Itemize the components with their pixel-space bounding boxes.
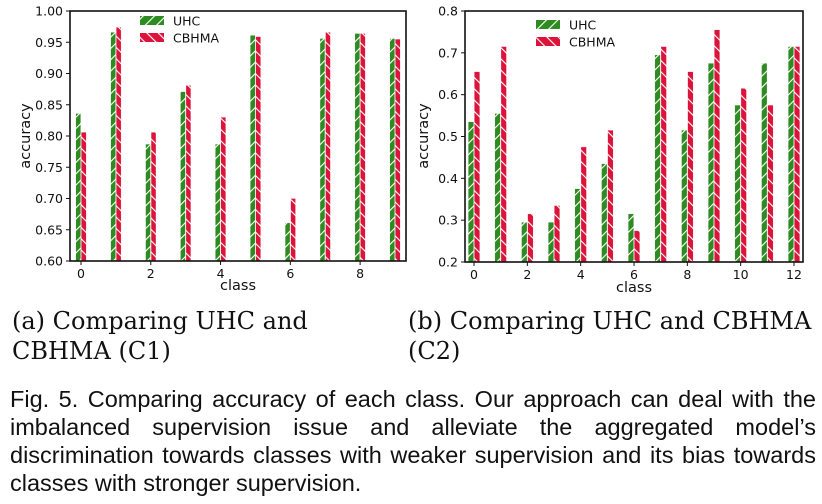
bar-uhc-class-0 xyxy=(468,121,474,263)
bar-uhc-class-7 xyxy=(654,54,661,263)
y-tick-label: 0.80 xyxy=(35,129,63,144)
y-tick-label: 0.3 xyxy=(438,213,458,228)
bar-uhc-class-10 xyxy=(734,104,741,263)
x-tick-label: 8 xyxy=(356,266,364,281)
bar-uhc-class-1 xyxy=(494,113,501,263)
x-axis-label: class xyxy=(220,278,256,294)
plot-frame xyxy=(464,10,804,263)
x-axis-label: class xyxy=(616,280,652,296)
y-tick-label: 0.75 xyxy=(35,160,63,175)
y-tick-label: 1.00 xyxy=(35,4,63,19)
bar-uhc-class-9 xyxy=(708,63,714,263)
bar-cbhma-class-11 xyxy=(767,104,774,263)
y-tick-label: 0.4 xyxy=(438,171,458,186)
x-tick-label: 6 xyxy=(286,266,294,281)
y-tick-label: 0.2 xyxy=(438,255,458,270)
bar-cbhma-class-12 xyxy=(794,46,800,263)
bar-cbhma-class-5 xyxy=(607,130,614,263)
y-axis-label: accuracy xyxy=(18,103,34,169)
bar-cbhma-class-2 xyxy=(527,213,534,263)
bar-uhc-class-4 xyxy=(574,188,581,263)
bar-cbhma-class-8 xyxy=(360,33,366,262)
subcaption-b: (b) Comparing UHC and CBHMA (C2) xyxy=(408,307,812,365)
y-tick-label: 0.90 xyxy=(35,66,63,81)
x-tick-label: 12 xyxy=(786,267,802,282)
bar-cbhma-class-8 xyxy=(687,71,694,263)
bar-uhc-class-0 xyxy=(75,113,81,262)
bar-cbhma-class-5 xyxy=(255,36,261,262)
legend-label-cbhma: CBHMA xyxy=(569,35,615,50)
bar-cbhma-class-4 xyxy=(220,117,226,262)
bar-uhc-class-3 xyxy=(548,222,554,263)
legend-label-uhc: UHC xyxy=(569,18,597,33)
bar-cbhma-class-4 xyxy=(580,146,587,263)
x-tick-label: 4 xyxy=(217,266,225,281)
y-tick-label: 0.65 xyxy=(35,222,63,237)
bar-uhc-class-2 xyxy=(521,222,528,263)
x-tick-label: 0 xyxy=(470,267,478,282)
subcaption-a: (a) Comparing UHC and CBHMA (C1) xyxy=(12,307,308,365)
bar-uhc-class-2 xyxy=(145,143,151,262)
bar-cbhma-class-0 xyxy=(81,132,87,262)
legend-swatch-uhc xyxy=(536,20,560,29)
y-tick-label: 0.60 xyxy=(35,254,63,269)
bar-cbhma-class-0 xyxy=(474,71,480,263)
x-tick-label: 0 xyxy=(77,266,85,281)
bar-uhc-class-7 xyxy=(319,38,326,262)
bar-cbhma-class-9 xyxy=(714,29,720,263)
bar-cbhma-class-10 xyxy=(740,88,747,263)
x-tick-label: 2 xyxy=(147,266,155,281)
bar-uhc-class-6 xyxy=(628,213,634,263)
y-tick-label: 0.85 xyxy=(35,97,63,112)
bar-cbhma-class-1 xyxy=(500,46,507,263)
bar-cbhma-class-7 xyxy=(660,46,667,263)
legend-label-cbhma: CBHMA xyxy=(173,31,219,46)
legend-swatch-cbhma xyxy=(536,37,560,46)
bar-cbhma-class-2 xyxy=(150,132,157,262)
bar-cbhma-class-3 xyxy=(185,85,192,262)
x-tick-label: 6 xyxy=(630,267,638,282)
bar-cbhma-class-6 xyxy=(290,198,296,262)
bar-uhc-class-3 xyxy=(180,91,186,262)
bar-cbhma-class-9 xyxy=(395,38,401,262)
y-axis-label: accuracy xyxy=(416,103,432,169)
bar-uhc-class-5 xyxy=(250,35,256,262)
chart-c1: 0.60 0.65 0.70 0.75 0.80 0.85 0.90 0.95 1.00 0 2 4 6… xyxy=(18,4,407,294)
bar-uhc-class-8 xyxy=(354,33,360,262)
bar-uhc-class-5 xyxy=(601,163,608,263)
bar-uhc-class-6 xyxy=(284,222,291,262)
y-tick-label: 0.95 xyxy=(35,35,63,50)
x-tick-label: 2 xyxy=(523,267,531,282)
chart-c2: 0.2 0.3 0.4 0.5 0.6 0.7 0.8 0 2 4 6 8 10 12 class accur… xyxy=(416,4,804,296)
bar-uhc-class-9 xyxy=(389,38,395,262)
bar-cbhma-class-7 xyxy=(325,32,331,262)
bar-uhc-class-8 xyxy=(681,130,688,263)
y-tick-label: 0.7 xyxy=(438,45,458,60)
y-tick-label: 0.70 xyxy=(35,191,63,206)
x-tick-label: 8 xyxy=(683,267,691,282)
y-tick-label: 0.8 xyxy=(438,4,458,19)
bar-uhc-class-11 xyxy=(761,63,768,263)
bar-cbhma-class-1 xyxy=(116,27,122,262)
x-tick-label: 10 xyxy=(733,267,749,282)
legend-label-uhc: UHC xyxy=(173,14,201,29)
bar-uhc-class-1 xyxy=(110,32,116,262)
legend-swatch-uhc xyxy=(140,16,164,25)
x-tick-label: 4 xyxy=(577,267,585,282)
bar-cbhma-class-6 xyxy=(634,230,640,263)
bar-uhc-class-4 xyxy=(215,143,221,262)
y-tick-label: 0.6 xyxy=(438,87,458,102)
bar-uhc-class-12 xyxy=(788,46,794,263)
legend-swatch-cbhma xyxy=(140,33,164,42)
figure-caption: Fig. 5. Comparing accuracy of each class… xyxy=(10,386,816,496)
bar-cbhma-class-3 xyxy=(554,205,560,263)
y-tick-label: 0.5 xyxy=(438,129,458,144)
